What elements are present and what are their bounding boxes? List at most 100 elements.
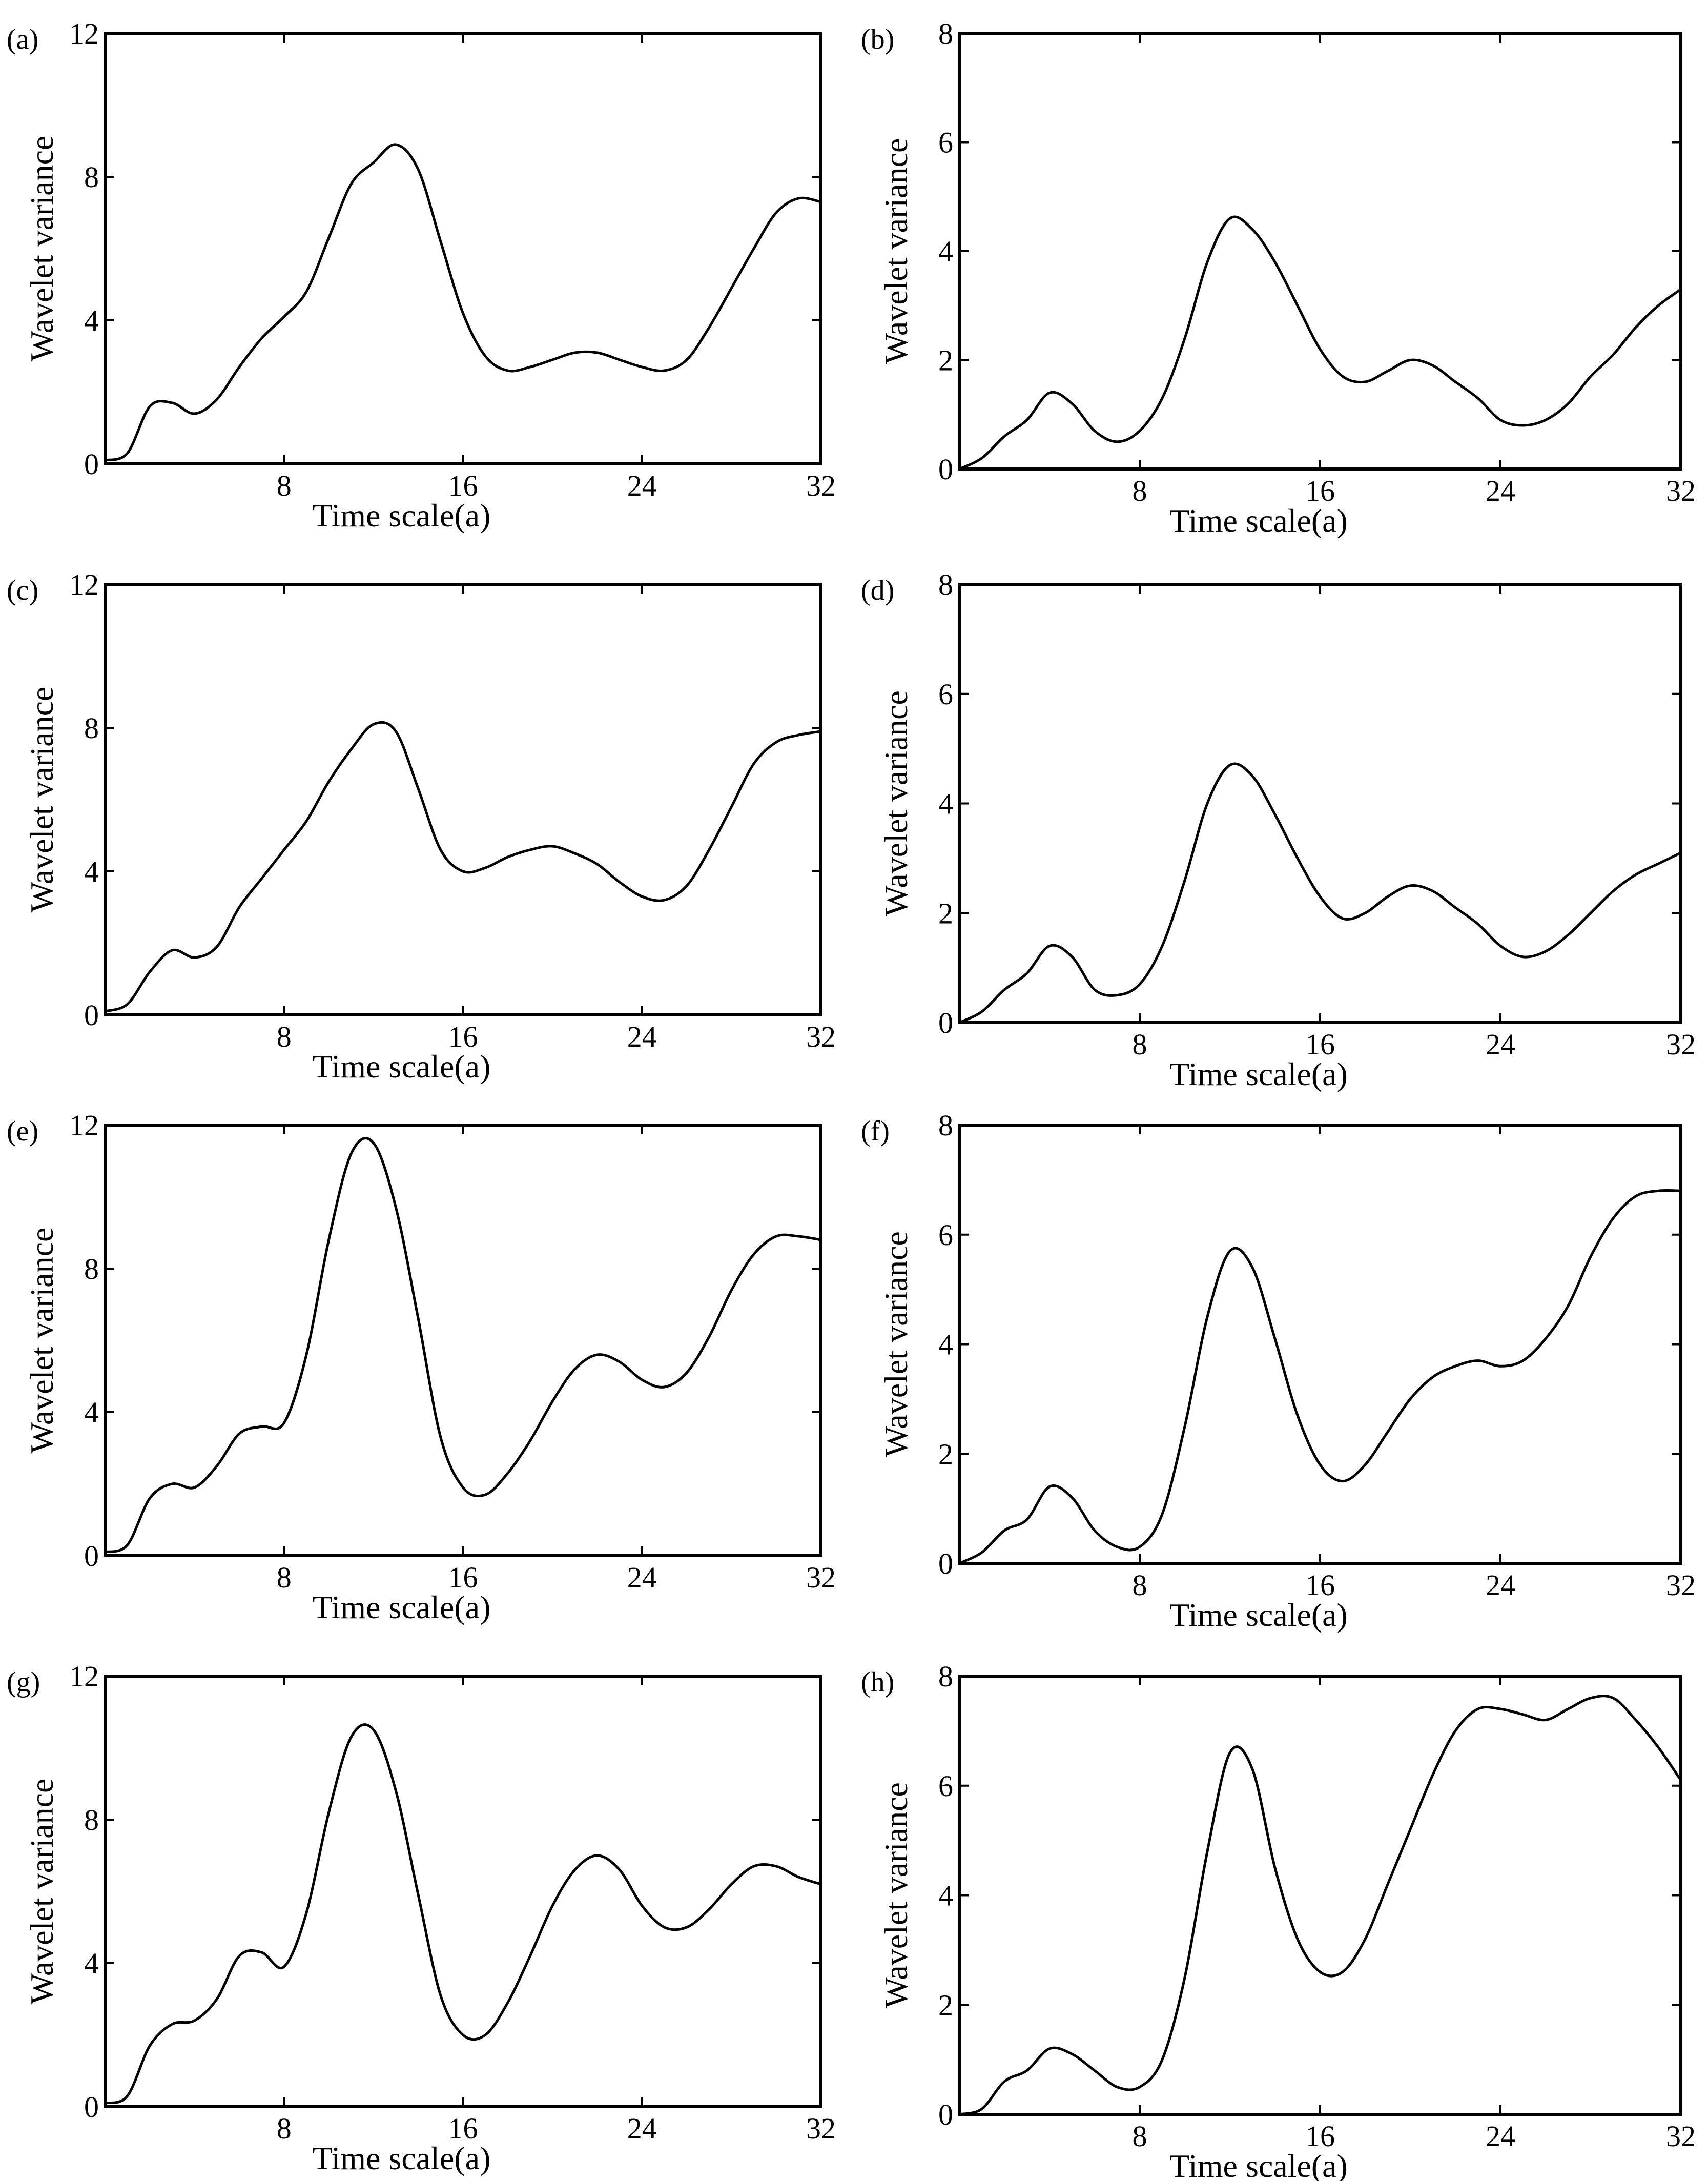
x-axis-title: Time scale(a)	[1169, 1056, 1348, 1092]
x-tick-label: 16	[1305, 1568, 1335, 1602]
x-tick-label: 24	[627, 1020, 657, 1053]
y-axis-title: Wavelet variance	[24, 687, 60, 913]
y-tick-label: 2	[938, 1988, 953, 2022]
y-tick-label: 4	[938, 787, 953, 821]
wavelet-variance-line	[958, 1695, 1682, 2116]
y-tick-label: 0	[938, 2098, 953, 2131]
y-tick-label: 6	[938, 678, 953, 711]
wavelet-variance-line	[958, 1189, 1682, 1565]
plot-frame	[104, 1675, 822, 2108]
panel-label: (f)	[861, 1115, 890, 1147]
wavelet-variance-line	[104, 1723, 822, 2105]
y-axis-title: Wavelet variance	[24, 1779, 60, 2005]
panel-label: (e)	[7, 1115, 38, 1147]
panel-label: (b)	[861, 24, 894, 55]
y-tick-label: 4	[938, 1879, 953, 1912]
y-tick-label: 0	[84, 447, 99, 481]
y-tick-label: 8	[938, 1109, 953, 1142]
y-axis-title: Wavelet variance	[878, 1231, 914, 1457]
y-tick-label: 0	[84, 998, 99, 1032]
y-tick-label: 6	[938, 126, 953, 159]
plot-frame	[958, 1124, 1682, 1565]
y-tick-label: 4	[938, 1328, 953, 1361]
x-tick-label: 32	[806, 469, 836, 502]
plot-frame	[958, 32, 1682, 471]
x-tick-label: 24	[1486, 1568, 1515, 1602]
x-tick-label: 8	[277, 1561, 292, 1594]
x-tick-label: 8	[1133, 474, 1147, 507]
plot-frame	[958, 583, 1682, 1024]
x-axis-title: Time scale(a)	[1169, 1597, 1348, 1633]
x-tick-label: 32	[806, 1020, 836, 1053]
x-tick-label: 16	[448, 469, 478, 502]
x-tick-label: 8	[1133, 1028, 1147, 1061]
x-axis-title: Time scale(a)	[313, 497, 491, 534]
x-tick-label: 32	[1666, 1028, 1696, 1061]
panel-label: (c)	[7, 575, 38, 606]
y-axis-title: Wavelet variance	[24, 1228, 60, 1454]
panel-label: (d)	[861, 575, 894, 606]
x-tick-label: 24	[627, 2112, 657, 2145]
x-tick-label: 8	[1133, 1568, 1147, 1602]
plot-frame	[958, 1675, 1682, 2116]
x-tick-label: 16	[1305, 2119, 1335, 2153]
x-tick-label: 24	[1486, 2119, 1515, 2153]
x-axis-title: Time scale(a)	[313, 2140, 491, 2176]
x-tick-label: 16	[448, 1561, 478, 1594]
x-tick-label: 16	[448, 2112, 478, 2145]
y-tick-label: 8	[84, 160, 99, 194]
y-axis-title: Wavelet variance	[878, 690, 914, 916]
y-tick-label: 2	[938, 344, 953, 377]
y-tick-label: 6	[938, 1218, 953, 1252]
plot-frame	[104, 32, 822, 465]
panel-label: (g)	[7, 1666, 40, 1698]
x-tick-label: 16	[1305, 1028, 1335, 1061]
y-axis-title: Wavelet variance	[24, 136, 60, 362]
x-tick-label: 8	[277, 1020, 292, 1053]
y-tick-label: 4	[84, 304, 99, 337]
y-tick-label: 2	[938, 896, 953, 930]
x-tick-label: 32	[1666, 2119, 1696, 2153]
y-tick-label: 12	[69, 17, 99, 50]
y-tick-label: 0	[84, 2090, 99, 2124]
y-tick-label: 2	[938, 1437, 953, 1471]
x-tick-label: 24	[1486, 1028, 1515, 1061]
y-axis-title: Wavelet variance	[878, 1782, 914, 2008]
y-tick-label: 4	[84, 1396, 99, 1429]
y-tick-label: 8	[84, 711, 99, 745]
x-axis-title: Time scale(a)	[1169, 2148, 1348, 2181]
x-tick-label: 24	[1486, 474, 1515, 507]
x-tick-label: 32	[806, 1561, 836, 1594]
x-tick-label: 16	[448, 1020, 478, 1053]
x-tick-label: 8	[277, 2112, 292, 2145]
x-tick-label: 24	[627, 469, 657, 502]
x-axis-title: Time scale(a)	[313, 1589, 491, 1625]
chart-panel: (e) 0 4 8 12 8 16 24 32 Time scale(a) Wavelet vari…	[7, 1109, 836, 1625]
y-tick-label: 0	[938, 453, 953, 486]
wavelet-variance-line	[104, 1137, 822, 1554]
y-tick-label: 12	[69, 568, 99, 601]
chart-panel: (c) 0 4 8 12 8 16 24 32 Time scale(a) Wavelet vari…	[7, 568, 836, 1085]
y-tick-label: 8	[84, 1252, 99, 1286]
x-tick-label: 32	[1666, 1568, 1696, 1602]
wavelet-variance-line	[958, 215, 1682, 471]
y-tick-label: 8	[84, 1803, 99, 1837]
plot-frame	[104, 1124, 822, 1557]
x-tick-label: 32	[1666, 474, 1696, 507]
panel-label: (a)	[7, 24, 38, 55]
y-tick-label: 12	[69, 1109, 99, 1142]
wavelet-variance-line	[104, 143, 822, 462]
x-tick-label: 16	[1305, 474, 1335, 507]
y-tick-label: 8	[938, 17, 953, 50]
x-axis-title: Time scale(a)	[1169, 502, 1348, 539]
y-tick-label: 8	[938, 1660, 953, 1693]
y-tick-label: 0	[84, 1539, 99, 1573]
wavelet-variance-line	[104, 721, 822, 1013]
x-tick-label: 8	[1133, 2119, 1147, 2153]
chart-panel: (a) 0 4 8 12 8 16 24 32 Time scale(a) Wavelet vari…	[7, 17, 836, 534]
